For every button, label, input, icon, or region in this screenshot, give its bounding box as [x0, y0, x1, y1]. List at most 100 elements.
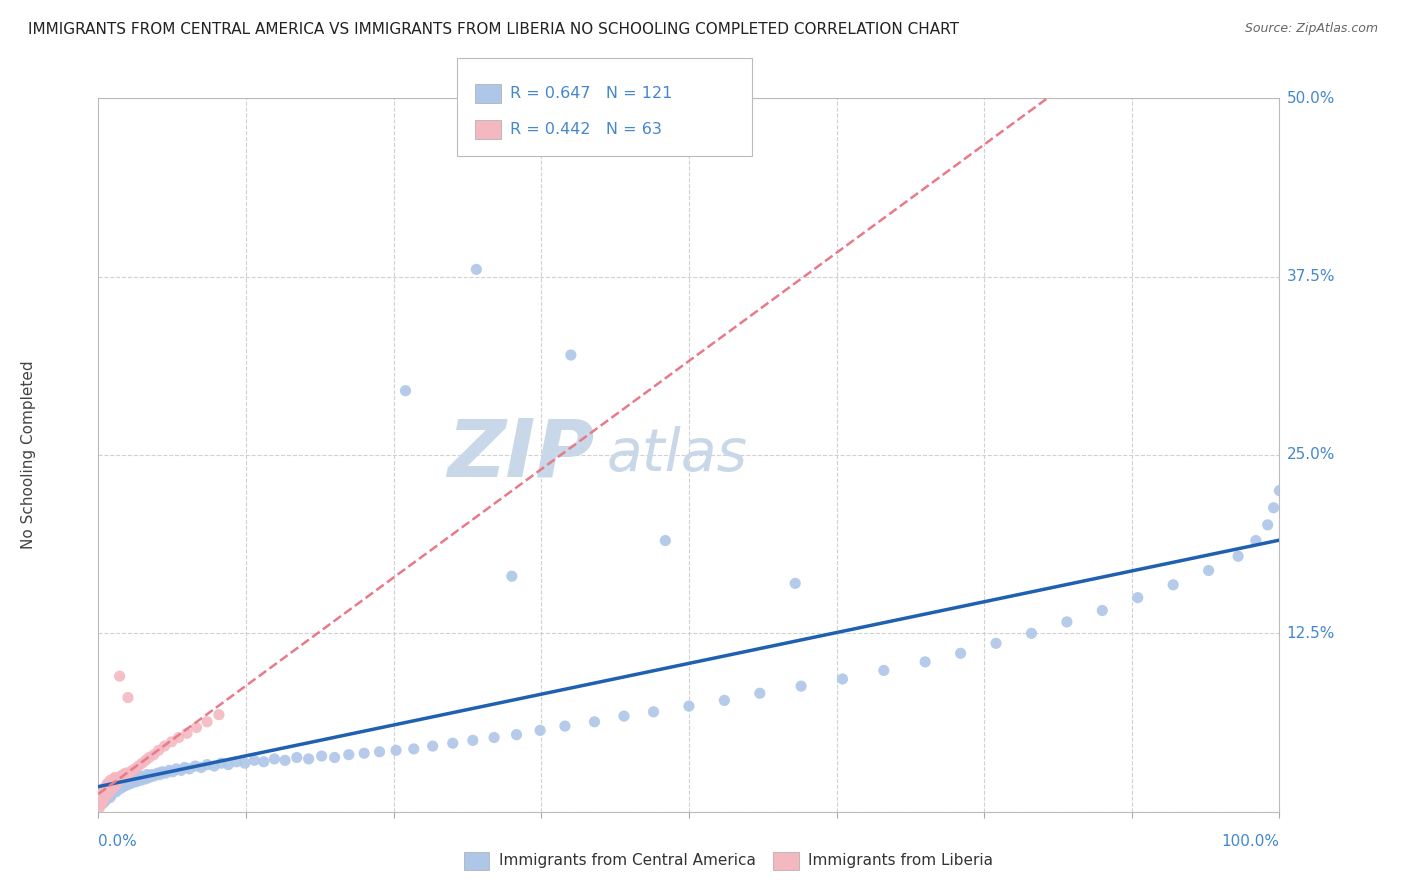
Point [97, 790, 120, 805]
Point [529, 723, 551, 738]
Point [311, 749, 333, 764]
Point [107, 773, 129, 788]
Point [1227, 549, 1250, 564]
Point [101, 780, 124, 795]
Point [94, 780, 117, 795]
Point [422, 739, 444, 753]
Point [128, 772, 150, 786]
Point [263, 752, 285, 766]
Point [176, 726, 198, 740]
Point [713, 693, 735, 707]
Point [93, 781, 115, 796]
Point [98, 783, 121, 797]
Point [111, 774, 134, 789]
Point [560, 348, 582, 362]
Point [785, 576, 807, 591]
Text: 0.0%: 0.0% [98, 834, 138, 849]
Point [91, 796, 114, 810]
Point [114, 766, 136, 780]
Point [93, 786, 115, 800]
Point [583, 714, 606, 729]
Point [94, 793, 117, 807]
Point [90, 797, 112, 812]
Point [111, 780, 134, 795]
Point [142, 747, 165, 762]
Point [103, 780, 125, 795]
Point [98, 779, 121, 793]
Point [402, 742, 425, 756]
Point [914, 655, 936, 669]
Point [554, 719, 576, 733]
Point [112, 767, 135, 781]
Point [98, 779, 121, 793]
Point [148, 743, 170, 757]
Point [1268, 483, 1291, 498]
Point [190, 760, 212, 774]
Point [110, 769, 132, 783]
Point [117, 767, 139, 781]
Point [117, 690, 139, 705]
Point [120, 764, 142, 779]
Point [465, 262, 488, 277]
Point [1244, 533, 1267, 548]
Point [122, 773, 145, 788]
Point [138, 750, 160, 764]
Point [94, 785, 117, 799]
Point [195, 757, 218, 772]
Point [790, 679, 813, 693]
Text: No Schooling Completed: No Schooling Completed [21, 360, 35, 549]
Point [98, 785, 121, 799]
Point [1021, 626, 1043, 640]
Point [91, 793, 114, 807]
Point [103, 785, 125, 799]
Point [141, 767, 163, 781]
Point [135, 767, 157, 781]
Point [233, 756, 256, 771]
Point [1161, 578, 1184, 592]
Point [112, 778, 135, 792]
Point [101, 786, 124, 800]
Point [138, 771, 160, 785]
Point [98, 773, 121, 788]
Point [108, 781, 131, 796]
Point [1263, 500, 1285, 515]
Point [89, 800, 111, 814]
Point [135, 772, 157, 786]
Point [117, 778, 139, 792]
Point [118, 774, 141, 789]
Text: R = 0.647   N = 121: R = 0.647 N = 121 [510, 87, 672, 101]
Point [96, 778, 118, 792]
Point [831, 672, 853, 686]
Point [124, 771, 146, 785]
Text: 25.0%: 25.0% [1286, 448, 1334, 462]
Point [225, 755, 247, 769]
Point [108, 776, 131, 790]
Point [103, 772, 125, 786]
Point [98, 788, 121, 802]
Point [98, 781, 121, 796]
Point [91, 792, 114, 806]
Point [105, 778, 128, 792]
Point [115, 773, 138, 788]
Text: 12.5%: 12.5% [1286, 626, 1334, 640]
Point [112, 769, 135, 783]
Point [353, 746, 375, 760]
Point [949, 646, 972, 660]
Point [121, 764, 143, 778]
Point [98, 785, 121, 799]
Point [1091, 603, 1114, 617]
Point [195, 714, 218, 729]
Point [101, 781, 124, 796]
Point [94, 788, 117, 802]
Point [129, 773, 152, 788]
Point [97, 786, 120, 800]
Point [97, 776, 120, 790]
Point [104, 771, 127, 785]
Point [132, 771, 155, 785]
Text: 100.0%: 100.0% [1222, 834, 1279, 849]
Point [1126, 591, 1149, 605]
Point [1257, 517, 1279, 532]
Point [654, 533, 676, 548]
Text: Immigrants from Central America: Immigrants from Central America [499, 854, 756, 868]
Point [209, 756, 232, 771]
